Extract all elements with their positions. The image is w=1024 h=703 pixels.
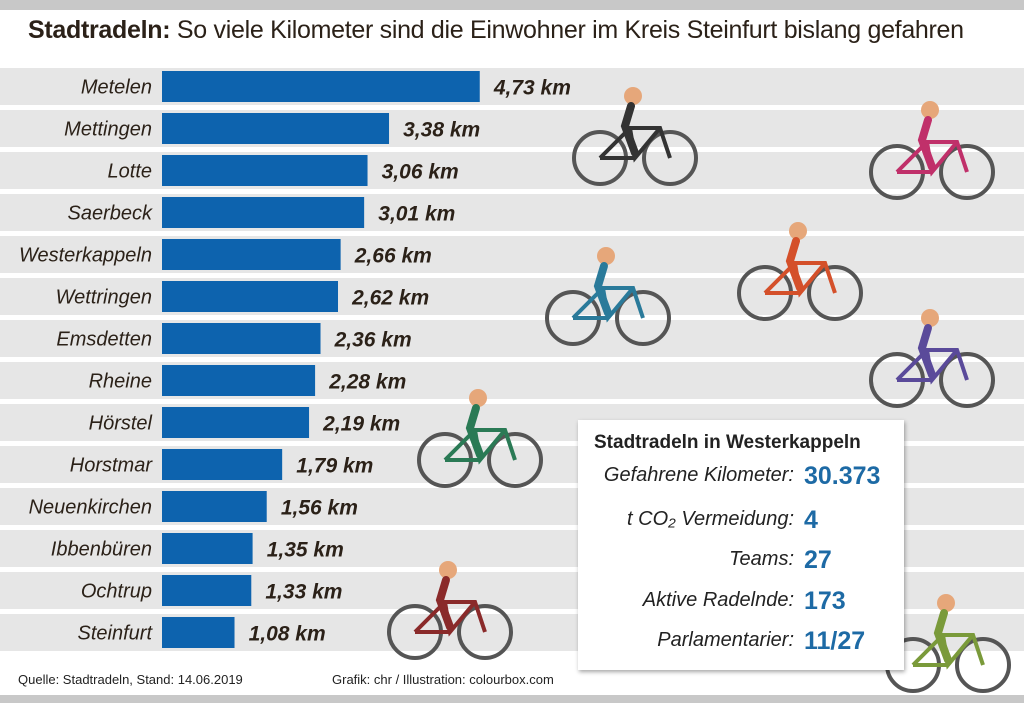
bar (162, 71, 480, 102)
bar (162, 323, 321, 354)
bar (162, 239, 341, 270)
info-value: 173 (804, 587, 846, 615)
data-label: 2,36 km (334, 329, 412, 352)
category-label: Steinfurt (78, 623, 154, 645)
info-label: t CO₂ Vermeidung: (627, 508, 794, 530)
info-row: Teams: 27 (578, 546, 904, 576)
data-label-bg (340, 239, 449, 270)
data-label: 1,08 km (249, 623, 326, 646)
data-label: 1,56 km (281, 497, 358, 520)
category-label: Rheine (89, 371, 152, 393)
data-label-bg (479, 71, 588, 102)
data-label: 1,35 km (267, 539, 344, 562)
data-label-bg (367, 155, 476, 186)
data-label: 2,28 km (328, 371, 406, 394)
source-note: Quelle: Stadtradeln, Stand: 14.06.2019 (18, 672, 243, 687)
chart-title: Stadtradeln: So viele Kilometer sind die… (28, 16, 964, 45)
category-label: Westerkappeln (19, 245, 152, 267)
row-stripe (0, 194, 1024, 231)
data-label-bg (234, 617, 343, 648)
category-label: Neuenkirchen (29, 497, 152, 519)
category-label: Wettringen (56, 287, 152, 309)
bicycle-illustration (869, 309, 995, 408)
category-label: Ochtrup (81, 581, 152, 603)
data-label: 2,62 km (351, 287, 429, 310)
data-label-bg (309, 407, 418, 438)
data-label-bg (315, 365, 424, 396)
bar (162, 575, 252, 606)
category-label: Mettingen (64, 119, 152, 141)
category-label: Saerbeck (68, 203, 153, 225)
category-label: Lotte (108, 161, 152, 183)
row-stripe (0, 320, 1024, 357)
data-label: 2,66 km (354, 245, 432, 268)
info-value: 4 (804, 506, 818, 534)
data-label: 3,01 km (378, 203, 455, 226)
row-stripe (0, 236, 1024, 273)
bar (162, 281, 339, 312)
bicycle-illustration (885, 594, 1011, 693)
data-label-bg (338, 281, 447, 312)
bar (162, 449, 283, 480)
bar (162, 491, 267, 522)
bicycle-illustration (737, 222, 863, 321)
data-label-bg (320, 323, 429, 354)
data-label-bg (364, 197, 473, 228)
info-label: Gefahrene Kilometer: (603, 464, 794, 486)
info-box-title: Stadtradeln in Westerkappeln (594, 432, 861, 453)
info-row: Parlamentarier: 11/27 (578, 627, 904, 657)
data-label-bg (251, 575, 360, 606)
bar (162, 617, 235, 648)
info-label: Parlamentarier: (657, 629, 794, 651)
bar (162, 365, 316, 396)
bar (162, 155, 368, 186)
row-stripe (0, 278, 1024, 315)
info-value: 11/27 (804, 627, 866, 655)
data-label-bg (389, 113, 498, 144)
top-band (0, 0, 1024, 10)
data-label: 4,73 km (493, 77, 571, 100)
data-label-bg (252, 533, 361, 564)
info-value: 27 (804, 546, 832, 574)
info-row: t CO₂ Vermeidung: 4 (578, 506, 904, 536)
data-label: 3,38 km (403, 119, 480, 142)
data-label: 1,79 km (296, 455, 373, 478)
data-label-bg (282, 449, 391, 480)
credit-note: Grafik: chr / Illustration: colourbox.co… (332, 672, 554, 687)
data-label-bg (266, 491, 375, 522)
info-row: Aktive Radelnde: 173 (578, 587, 904, 617)
row-stripe (0, 110, 1024, 147)
bicycle-illustration (417, 389, 543, 488)
info-box: Stadtradeln in Westerkappeln Gefahrene K… (578, 420, 904, 670)
category-label: Hörstel (89, 413, 153, 435)
category-label: Ibbenbüren (51, 539, 152, 561)
bicycle-illustration (387, 561, 513, 660)
bicycle-illustration (869, 101, 995, 200)
bar (162, 407, 310, 438)
info-label: Aktive Radelnde: (642, 589, 794, 611)
title-bold: Stadtradeln: (28, 16, 171, 44)
info-label: Teams: (729, 548, 794, 570)
title-rest: So viele Kilometer sind die Einwohner im… (176, 16, 964, 44)
data-label: 1,33 km (265, 581, 342, 604)
bicycle-illustration (572, 87, 698, 186)
bar (162, 113, 390, 144)
bicycle-illustration (545, 247, 671, 346)
bottom-band (0, 695, 1024, 703)
bar (162, 197, 365, 228)
category-label: Emsdetten (56, 329, 152, 351)
data-label: 2,19 km (322, 413, 400, 436)
info-row: Gefahrene Kilometer: 30.373 (578, 462, 904, 492)
info-value: 30.373 (804, 462, 881, 490)
data-label: 3,06 km (382, 161, 459, 184)
category-label: Metelen (81, 77, 152, 99)
bar (162, 533, 253, 564)
category-label: Horstmar (70, 455, 154, 477)
